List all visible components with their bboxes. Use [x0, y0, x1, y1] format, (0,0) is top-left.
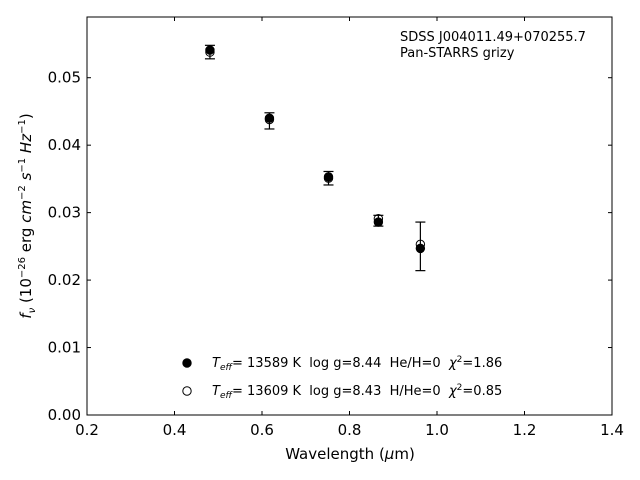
y-axis-label: fν (10−26 erg cm−2 s−1 Hz−1)	[17, 113, 38, 318]
legend-entry-he-h: Teff= 13589 K log g=8.44 He/H=0 χ2=1.86	[212, 355, 502, 373]
legend-marker-filled	[182, 358, 192, 368]
plot-background	[87, 17, 612, 415]
y-tick-labels: 0.00 0.01 0.02 0.03 0.04 0.05	[48, 69, 81, 424]
markers-layer	[205, 45, 426, 254]
x-tick-label: 0.8	[338, 421, 362, 439]
marker-open-point	[373, 213, 384, 224]
x-tick-label: 0.6	[250, 421, 274, 439]
y-tick-label: 0.01	[48, 339, 81, 357]
x-tick-label: 0.4	[163, 421, 187, 439]
x-tick-label: 0.2	[75, 421, 99, 439]
marker-open-point	[323, 173, 334, 183]
legend: Teff= 13589 K log g=8.44 He/H=0 χ2=1.86 …	[182, 355, 502, 401]
y-tick-label: 0.04	[48, 136, 81, 154]
x-tick-labels: 0.2 0.4 0.6 0.8 1.0 1.2 1.4	[75, 421, 624, 439]
x-tick-label: 1.2	[513, 421, 537, 439]
y-tick-label: 0.03	[48, 204, 81, 222]
x-tick-label: 1.0	[425, 421, 449, 439]
legend-entry-h-he: Teff= 13609 K log g=8.43 H/He=0 χ2=0.85	[212, 383, 502, 401]
annotation-survey: Pan-STARRS grizy	[400, 46, 515, 61]
y-tick-label: 0.02	[48, 271, 81, 289]
marker-open-point	[415, 239, 426, 250]
marker-filled-point	[373, 217, 384, 227]
y-tick-label: 0.00	[48, 406, 81, 424]
marker-open-point	[264, 114, 275, 125]
x-tick-label: 1.4	[600, 421, 624, 439]
plot-frame	[86, 16, 613, 416]
legend-marker-open	[182, 386, 192, 396]
marker-open-point	[205, 47, 215, 57]
annotation-object-name: SDSS J004011.49+070255.7	[400, 30, 586, 45]
x-axis-label: Wavelength (μm)	[285, 445, 415, 463]
y-tick-label: 0.05	[48, 69, 81, 87]
